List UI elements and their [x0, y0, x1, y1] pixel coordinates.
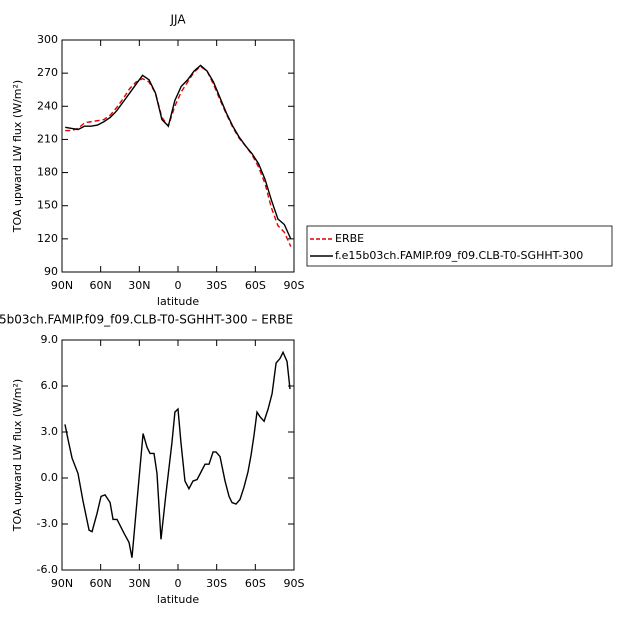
legend-label: f.e15b03ch.FAMIP.f09_f09.CLB-T0-SGHHT-30… [335, 249, 583, 262]
x-tick-label: 60S [245, 279, 266, 292]
x-tick-label: 0 [175, 577, 182, 590]
x-tick-label: 30S [206, 577, 227, 590]
y-tick-label: 210 [37, 132, 58, 145]
x-tick-label: 90N [51, 577, 73, 590]
y-tick-label: 6.0 [41, 379, 59, 392]
y-tick-label: 3.0 [41, 425, 59, 438]
x-tick-label: 30S [206, 279, 227, 292]
chart-title: 5b03ch.FAMIP.f09_f09.CLB-T0-SGHHT-300 – … [0, 313, 293, 327]
series-line [64, 350, 291, 558]
y-tick-label: 150 [37, 199, 58, 212]
y-tick-label: -3.0 [37, 517, 58, 530]
y-tick-label: 90 [44, 265, 58, 278]
series-line [65, 65, 292, 247]
x-tick-label: 60N [90, 577, 112, 590]
y-tick-label: 180 [37, 166, 58, 179]
chart-title: JJA [169, 13, 186, 27]
x-axis-label: latitude [157, 295, 199, 308]
x-tick-label: 90S [284, 279, 305, 292]
x-tick-label: 30N [128, 577, 150, 590]
x-tick-label: 30N [128, 279, 150, 292]
x-tick-label: 60S [245, 577, 266, 590]
plot-frame [61, 339, 295, 571]
x-tick-label: 0 [175, 279, 182, 292]
legend-box [306, 225, 613, 267]
y-tick-label: 270 [37, 66, 58, 79]
x-tick-label: 90S [284, 577, 305, 590]
y-tick-label: -6.0 [37, 563, 58, 576]
y-tick-label: 120 [37, 232, 58, 245]
y-tick-label: 9.0 [41, 333, 59, 346]
y-tick-label: 0.0 [41, 471, 59, 484]
x-tick-label: 90N [51, 279, 73, 292]
x-axis-label: latitude [157, 593, 199, 606]
series-line [65, 64, 292, 240]
y-axis-label: TOA upward LW flux (W/m²) [11, 379, 24, 532]
y-tick-label: 240 [37, 99, 58, 112]
plot-frame [61, 39, 295, 273]
y-axis-label: TOA upward LW flux (W/m²) [11, 80, 24, 233]
x-tick-label: 60N [90, 279, 112, 292]
legend-label: ERBE [335, 232, 364, 245]
y-tick-label: 300 [37, 33, 58, 46]
